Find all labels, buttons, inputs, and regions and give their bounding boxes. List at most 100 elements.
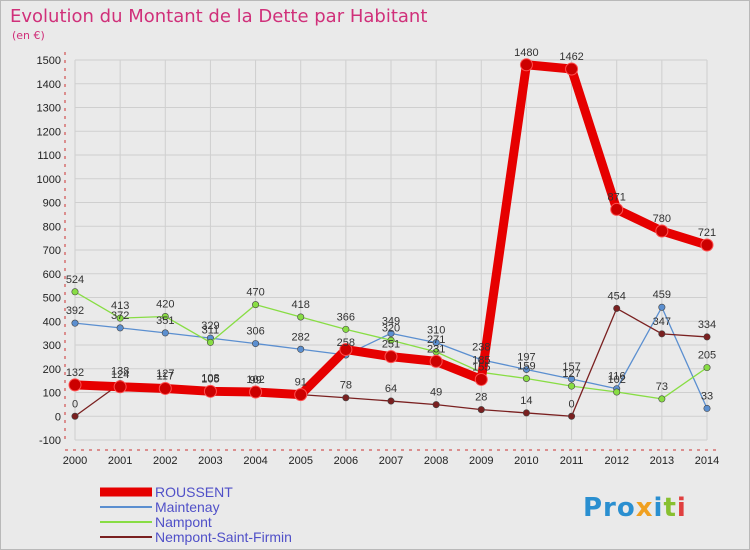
data-point bbox=[203, 384, 217, 398]
data-label: 0 bbox=[72, 398, 78, 410]
data-label: 871 bbox=[608, 191, 626, 203]
data-label: 108 bbox=[201, 373, 219, 385]
data-point bbox=[384, 350, 398, 364]
data-point bbox=[700, 238, 714, 252]
legend: ROUSSENTMaintenayNampontNempont-Saint-Fi… bbox=[100, 484, 292, 545]
data-point bbox=[568, 375, 576, 383]
data-label: 459 bbox=[653, 289, 671, 301]
data-label: 157 bbox=[562, 361, 580, 373]
data-label: 105 bbox=[201, 373, 219, 385]
x-tick-label: 2006 bbox=[334, 455, 358, 467]
data-label: 116 bbox=[608, 371, 626, 383]
data-label: 28 bbox=[475, 392, 487, 404]
x-tick-label: 2013 bbox=[650, 455, 674, 467]
data-label: 127 bbox=[156, 368, 174, 380]
proxiti-logo: Proxiti bbox=[583, 493, 686, 523]
y-tick-label: 1000 bbox=[37, 174, 61, 186]
data-point bbox=[610, 202, 624, 216]
data-point bbox=[252, 340, 260, 348]
x-tick-label: 2014 bbox=[695, 455, 719, 467]
data-label: 138 bbox=[111, 365, 129, 377]
data-label: 238 bbox=[472, 342, 490, 354]
data-point bbox=[116, 314, 124, 322]
data-label: 366 bbox=[337, 311, 355, 323]
x-tick-label: 2002 bbox=[153, 455, 177, 467]
data-point bbox=[71, 412, 79, 420]
data-label: 334 bbox=[698, 319, 716, 331]
data-label: 205 bbox=[698, 350, 716, 362]
axes: -100010020030040050060070080090010001100… bbox=[37, 52, 719, 467]
data-label: 185 bbox=[472, 354, 490, 366]
grid bbox=[74, 59, 708, 441]
data-point bbox=[658, 303, 666, 311]
y-tick-label: 400 bbox=[43, 316, 61, 328]
y-tick-label: 0 bbox=[55, 411, 61, 423]
data-label: 14 bbox=[520, 395, 532, 407]
data-label: 155 bbox=[472, 361, 490, 373]
data-point bbox=[655, 224, 669, 238]
data-point bbox=[297, 345, 305, 353]
data-point bbox=[342, 394, 350, 402]
data-point bbox=[703, 364, 711, 372]
data-point bbox=[252, 301, 260, 309]
x-tick-label: 2011 bbox=[560, 455, 584, 467]
data-point bbox=[116, 324, 124, 332]
y-tick-label: 300 bbox=[43, 340, 61, 352]
y-tick-label: 900 bbox=[43, 198, 61, 210]
data-point bbox=[522, 409, 530, 417]
data-point bbox=[522, 365, 530, 373]
data-point bbox=[71, 319, 79, 327]
data-point bbox=[68, 378, 82, 392]
data-point bbox=[432, 401, 440, 409]
data-label: 197 bbox=[517, 351, 535, 363]
data-point bbox=[658, 395, 666, 403]
data-point bbox=[206, 338, 214, 346]
data-label: 392 bbox=[66, 305, 84, 317]
data-point bbox=[387, 329, 395, 337]
data-point bbox=[161, 312, 169, 320]
data-label: 372 bbox=[111, 310, 129, 322]
data-point bbox=[568, 382, 576, 390]
data-point bbox=[158, 381, 172, 395]
data-label: 127 bbox=[562, 368, 580, 380]
x-tick-label: 2007 bbox=[379, 455, 403, 467]
data-label: 311 bbox=[202, 324, 220, 336]
x-tick-label: 2000 bbox=[63, 455, 87, 467]
y-tick-label: 600 bbox=[43, 269, 61, 281]
data-label: 721 bbox=[698, 227, 716, 239]
data-label: 159 bbox=[517, 360, 535, 372]
data-label: 0 bbox=[569, 398, 575, 410]
data-label: 117 bbox=[157, 370, 175, 382]
y-tick-label: 1500 bbox=[37, 55, 61, 67]
y-tick-label: 200 bbox=[43, 364, 61, 376]
data-label: 251 bbox=[382, 339, 400, 351]
data-point bbox=[474, 372, 488, 386]
data-point bbox=[387, 336, 395, 344]
data-label: 73 bbox=[656, 381, 668, 393]
data-label: 329 bbox=[201, 320, 219, 332]
data-label: 413 bbox=[111, 300, 129, 312]
y-tick-label: 800 bbox=[43, 221, 61, 233]
legend-label: Nempont-Saint-Firmin bbox=[155, 529, 292, 545]
data-label: 454 bbox=[608, 290, 626, 302]
data-label: 102 bbox=[608, 374, 626, 386]
data-label: 349 bbox=[382, 315, 400, 327]
data-label: 231 bbox=[427, 343, 445, 355]
y-tick-label: 1100 bbox=[37, 150, 61, 162]
data-label: 99 bbox=[249, 375, 261, 387]
x-tick-label: 2009 bbox=[469, 455, 493, 467]
y-tick-label: 1200 bbox=[37, 126, 61, 138]
y-tick-label: 1400 bbox=[37, 79, 61, 91]
x-tick-label: 2010 bbox=[514, 455, 538, 467]
data-point bbox=[387, 397, 395, 405]
data-point bbox=[613, 388, 621, 396]
data-point bbox=[568, 412, 576, 420]
data-label: 124 bbox=[111, 369, 129, 381]
data-point bbox=[613, 304, 621, 312]
data-point bbox=[703, 404, 711, 412]
data-point bbox=[703, 333, 711, 341]
data-label: 524 bbox=[66, 274, 84, 286]
chart-title: Evolution du Montant de la Dette par Hab… bbox=[10, 6, 427, 27]
data-label: 91 bbox=[295, 377, 307, 389]
